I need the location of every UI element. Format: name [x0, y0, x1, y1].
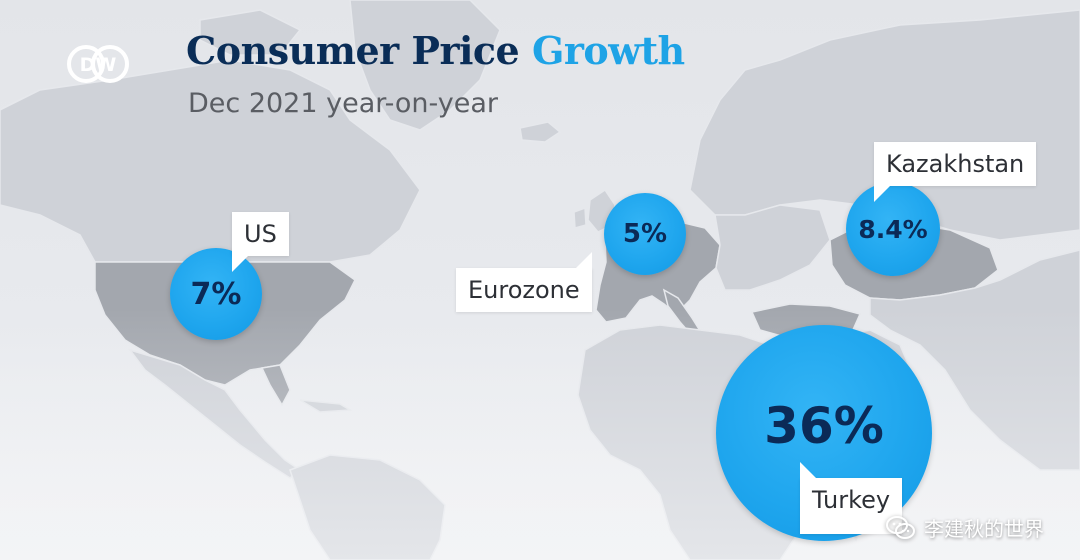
label-kazakhstan: Kazakhstan	[874, 142, 1037, 202]
ireland-shape	[573, 206, 587, 229]
watermark: 李建秋的世界	[886, 513, 1044, 542]
label-tail-kazakhstan	[874, 186, 890, 202]
bubble-value-us: 7%	[190, 276, 242, 312]
title-accent: Growth	[531, 28, 685, 73]
label-tail-us	[232, 256, 248, 272]
label-text-kazakhstan: Kazakhstan	[886, 150, 1025, 178]
label-us: US	[232, 212, 289, 272]
title-main: Consumer Price	[186, 28, 520, 73]
bubble-value-turkey: 36%	[764, 397, 884, 455]
bubble-us: 7%	[170, 248, 262, 340]
dw-logo: DW	[67, 45, 129, 83]
iceland-shape	[519, 121, 562, 143]
bubble-kazakhstan: 8.4%	[846, 182, 940, 276]
label-text-turkey: Turkey	[812, 486, 891, 514]
label-text-us: US	[244, 220, 277, 248]
bubble-value-kazakhstan: 8.4%	[858, 214, 928, 244]
page-title: Consumer Price Growth	[186, 28, 685, 73]
svg-text:DW: DW	[80, 54, 117, 76]
bubble-value-eurozone: 5%	[622, 219, 668, 249]
label-tail-eurozone	[575, 252, 592, 268]
wechat-icon	[886, 515, 915, 539]
label-text-eurozone: Eurozone	[468, 276, 580, 304]
bubble-eurozone: 5%	[604, 193, 686, 275]
page-subtitle: Dec 2021 year-on-year	[188, 88, 499, 119]
label-eurozone: Eurozone	[456, 252, 592, 312]
label-tail-turkey	[800, 462, 816, 478]
label-turkey: Turkey	[800, 462, 903, 534]
florida-shape	[260, 364, 291, 407]
caribbean-shape	[299, 399, 353, 413]
watermark-text: 李建秋的世界	[924, 517, 1044, 541]
south-america-shape	[289, 454, 446, 560]
eastern-europe-shape	[714, 204, 831, 291]
